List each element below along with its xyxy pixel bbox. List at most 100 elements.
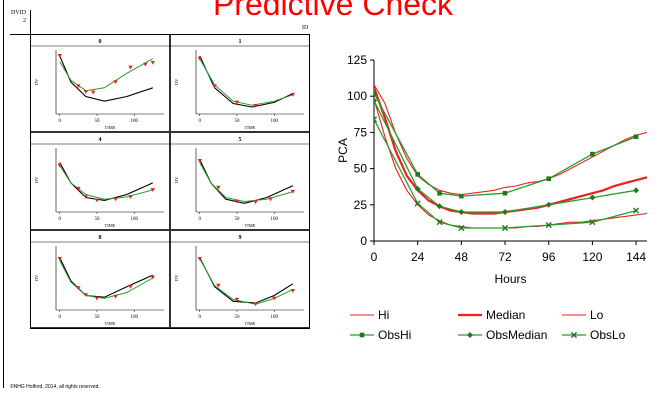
panel-observation-point — [197, 56, 202, 61]
panel-observation-point — [113, 197, 118, 202]
panel-label: 1 — [239, 39, 242, 45]
panel-x-tick-label: 50 — [94, 315, 100, 320]
panel-observation-point — [272, 296, 277, 301]
dvid-label: DVID — [11, 10, 26, 16]
panel-observation-point — [290, 189, 296, 194]
panel-x-tick-label: 50 — [234, 119, 240, 124]
panel-x-tick-label: 0 — [198, 315, 201, 320]
panel-x-tick-label: 100 — [270, 119, 278, 124]
panel-border — [30, 132, 170, 230]
data-point-obshi — [374, 91, 377, 96]
series-line-obsmedian — [374, 100, 637, 213]
panel-x-title: TIME — [105, 223, 116, 228]
panel-label: 4 — [99, 137, 102, 143]
panel-observation-point — [150, 61, 156, 65]
panel-x-tick-label: 50 — [94, 119, 100, 124]
panel-observation-point — [150, 188, 156, 192]
panel-observation-point — [83, 195, 88, 199]
panel-fit-line — [59, 165, 153, 200]
legend-label: ObsLo — [590, 328, 626, 342]
panel-border — [170, 132, 310, 230]
data-point-obsmedian — [374, 97, 377, 104]
panel-observation-point — [234, 297, 240, 302]
panel-x-title: TIME — [245, 223, 256, 228]
panel-observation-point — [143, 62, 148, 67]
panel-observation-point — [76, 84, 81, 89]
id-label: ID — [302, 25, 309, 31]
chart-legend: Hi Median Lo ObsHi ObsMedian ObsLo — [350, 307, 650, 347]
panel-observation-point — [253, 104, 258, 108]
y-tick-label: 75 — [354, 125, 368, 139]
panel-fit-line — [199, 58, 293, 106]
panel-y-title: DV — [34, 78, 39, 85]
panel-observation-point — [76, 186, 81, 191]
legend-label: Median — [486, 308, 526, 322]
y-tick-label: 0 — [360, 234, 367, 248]
panel-observation-point — [128, 65, 133, 70]
panel-x-tick-label: 0 — [58, 119, 61, 124]
y-axis-title: PCA — [336, 138, 350, 163]
x-tick-label: 144 — [626, 250, 646, 264]
series-line-lo — [374, 98, 647, 229]
panel-observation-point — [290, 289, 296, 293]
panel-observation-point — [76, 286, 81, 290]
x-tick-label: 96 — [542, 250, 556, 264]
data-point-obslo — [374, 116, 378, 123]
panel-observation-point — [253, 302, 258, 307]
series-line-hi — [374, 84, 647, 196]
vpc-panel: 0 0 50 100 TIME DV — [30, 34, 170, 132]
data-point-obslo — [501, 224, 509, 232]
legend-swatch — [562, 314, 586, 316]
data-point-obshi — [502, 190, 508, 196]
panel-x-tick-label: 0 — [58, 217, 61, 222]
panel-x-tick-label: 50 — [94, 217, 100, 222]
vpc-panel: 9 0 50 100 TIME DV — [170, 230, 310, 328]
predictive-check-chart: 0 25 50 75 100 125 0 24 48 72 96 120 144 Hours PCA — [336, 53, 647, 286]
legend-label: ObsHi — [378, 328, 412, 342]
data-point-obslo — [436, 219, 443, 226]
panel-x-tick-label: 100 — [130, 217, 138, 222]
data-point-obslo — [414, 200, 421, 207]
legend-swatch — [458, 332, 482, 338]
panel-x-tick-label: 100 — [270, 315, 278, 320]
series-line-median — [374, 87, 647, 215]
panel-observation-point — [57, 257, 62, 261]
panel-y-title: DV — [174, 274, 179, 281]
panel-observation-point — [128, 284, 133, 289]
panel-y-title: DV — [174, 78, 179, 85]
panel-label: 5 — [239, 137, 242, 143]
data-point-obshi — [459, 193, 464, 199]
panel-x-tick-label: 50 — [234, 217, 240, 222]
vpc-panel: 8 0 50 100 TIME DV — [30, 230, 170, 328]
data-point-obslo — [632, 207, 640, 214]
data-point-obslo — [458, 224, 465, 232]
panel-x-title: TIME — [105, 321, 116, 326]
panel-x-title: TIME — [105, 125, 116, 130]
legend-label: Lo — [590, 308, 604, 322]
legend-swatch — [562, 331, 586, 339]
data-point-obsmedian — [458, 209, 465, 216]
panel-y-title: DV — [34, 176, 39, 183]
panel-label: 8 — [99, 235, 102, 241]
data-point-obsmedian — [589, 194, 596, 201]
dvid-value: 2 — [23, 18, 26, 24]
vpc-panel: 4 0 50 100 TIME DV — [30, 132, 170, 230]
data-point-obshi — [415, 172, 420, 177]
x-axis-title: Hours — [494, 272, 526, 286]
panel-prediction-line — [59, 55, 153, 102]
panel-x-tick-label: 100 — [130, 315, 138, 320]
panel-label: 9 — [239, 235, 242, 241]
data-point-obsmedian — [502, 209, 509, 216]
panel-fit-line — [59, 260, 154, 299]
x-tick-label: 72 — [498, 250, 512, 264]
slide-left-border — [3, 0, 4, 388]
data-point-obshi — [546, 176, 552, 182]
panel-prediction-line — [59, 162, 154, 201]
legend-label: Hi — [378, 308, 390, 322]
panel-x-tick-label: 100 — [270, 217, 278, 222]
panel-border — [170, 34, 310, 132]
series-line-obshi — [374, 92, 637, 197]
panel-observation-point — [83, 90, 88, 94]
y-tick-label: 125 — [347, 53, 367, 67]
panel-observation-point — [94, 198, 100, 203]
